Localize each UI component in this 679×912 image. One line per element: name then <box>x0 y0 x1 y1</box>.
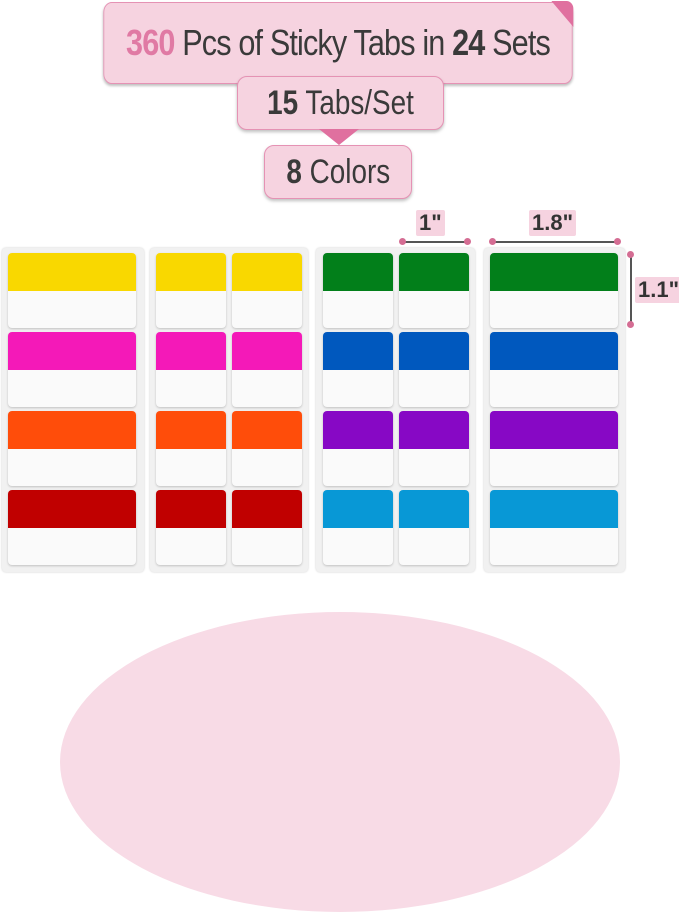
sticky-tab <box>399 332 469 407</box>
sticky-tab <box>399 490 469 565</box>
dimension-dot <box>627 251 634 258</box>
tab-color-strip <box>8 490 136 528</box>
tab-color-strip <box>323 332 393 370</box>
sticky-tab <box>156 332 226 407</box>
tabs-label: Tabs/Set <box>305 83 414 122</box>
tab-color-strip <box>232 411 302 449</box>
tab-color-strip <box>490 411 618 449</box>
dimension-dot <box>464 238 471 245</box>
tab-color-strip <box>8 411 136 449</box>
tab-color-strip <box>156 490 226 528</box>
corner-accent <box>551 1 574 27</box>
tab-color-strip <box>490 490 618 528</box>
headline-banner: 360 Pcs of Sticky Tabs in 24 Sets <box>103 1 574 84</box>
headline-text: Pcs of Sticky Tabs in <box>182 22 445 63</box>
tab-color-strip <box>156 332 226 370</box>
sticky-tab <box>399 253 469 328</box>
colors-label: Colors <box>309 152 390 191</box>
sticky-tab <box>232 490 302 565</box>
sticky-tab <box>323 411 393 486</box>
sticky-tab <box>8 332 136 407</box>
sticky-tab <box>156 411 226 486</box>
colors-count: 8 <box>286 152 302 191</box>
pointer-arrow <box>319 129 359 145</box>
colors-banner: 8 Colors <box>264 145 412 199</box>
tab-color-strip <box>232 332 302 370</box>
tab-color-strip <box>8 253 136 291</box>
tab-color-strip <box>156 411 226 449</box>
small-width-line <box>403 241 467 243</box>
sticky-tab <box>8 490 136 565</box>
sticky-tab <box>8 253 136 328</box>
sticky-tab <box>156 490 226 565</box>
tab-color-strip <box>399 332 469 370</box>
dimension-dot <box>627 321 634 328</box>
sticky-tab <box>399 411 469 486</box>
dimension-dot <box>614 238 621 245</box>
height-label: 1.1" <box>635 277 679 303</box>
piece-count: 360 <box>126 22 175 63</box>
tab-color-strip <box>399 253 469 291</box>
sticky-tab <box>490 332 618 407</box>
headline-end: Sets <box>492 22 551 63</box>
tab-color-strip <box>399 411 469 449</box>
tabs-count: 15 <box>267 83 299 122</box>
tab-color-strip <box>232 253 302 291</box>
dimension-dot <box>399 238 406 245</box>
tab-color-strip <box>399 490 469 528</box>
tab-color-strip <box>323 253 393 291</box>
sticky-tab <box>323 253 393 328</box>
sticky-tab <box>490 490 618 565</box>
tab-color-strip <box>490 332 618 370</box>
small-width-label: 1" <box>416 210 445 236</box>
sticky-tab <box>323 490 393 565</box>
tab-color-strip <box>490 253 618 291</box>
large-width-label: 1.8" <box>529 210 577 236</box>
tabs-per-set-banner: 15 Tabs/Set <box>237 76 444 130</box>
set-count: 24 <box>452 22 485 63</box>
sticky-tab <box>156 253 226 328</box>
background-arc <box>60 612 620 912</box>
sticky-tab <box>8 411 136 486</box>
sticky-tab <box>232 253 302 328</box>
tab-color-strip <box>323 411 393 449</box>
height-line <box>630 254 632 325</box>
sticky-tab <box>232 411 302 486</box>
sticky-tab <box>232 332 302 407</box>
sticky-tab <box>323 332 393 407</box>
tab-color-strip <box>232 490 302 528</box>
large-width-line <box>493 241 617 243</box>
sticky-tab <box>490 253 618 328</box>
tab-color-strip <box>156 253 226 291</box>
sticky-tab <box>490 411 618 486</box>
dimension-dot <box>489 238 496 245</box>
tab-color-strip <box>8 332 136 370</box>
tab-color-strip <box>323 490 393 528</box>
